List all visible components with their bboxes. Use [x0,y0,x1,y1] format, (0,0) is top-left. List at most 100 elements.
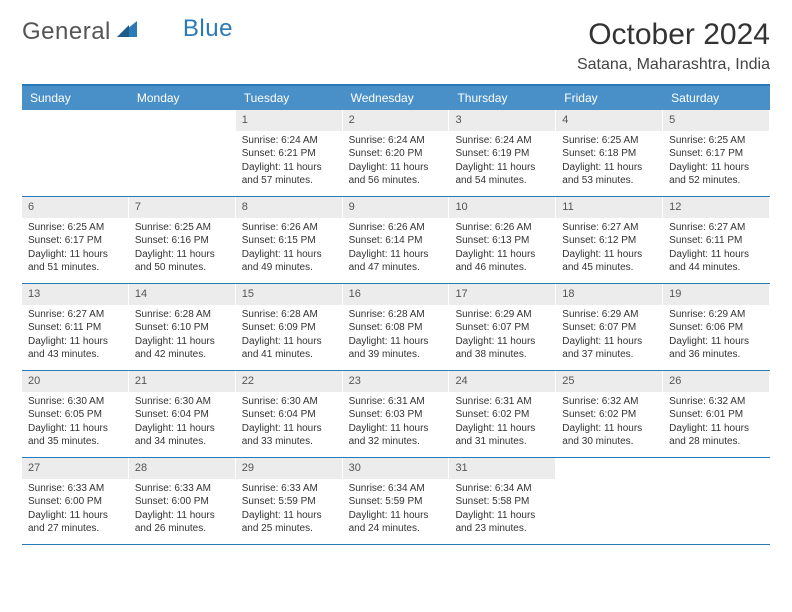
day-number: 23 [343,371,449,392]
sunrise-text: Sunrise: 6:27 AM [562,221,656,235]
daylight-text: Daylight: 11 hours and 43 minutes. [28,335,122,362]
calendar-cell: 23Sunrise: 6:31 AMSunset: 6:03 PMDayligh… [343,371,450,457]
daylight-text: Daylight: 11 hours and 51 minutes. [28,248,122,275]
day-number: 26 [663,371,769,392]
sunset-text: Sunset: 6:08 PM [349,321,443,335]
sunset-text: Sunset: 6:15 PM [242,234,336,248]
calendar-week-row: 1Sunrise: 6:24 AMSunset: 6:21 PMDaylight… [22,110,770,197]
calendar-cell: 31Sunrise: 6:34 AMSunset: 5:58 PMDayligh… [449,458,556,544]
sunrise-text: Sunrise: 6:30 AM [242,395,336,409]
logo: General Blue [22,18,233,46]
daylight-text: Daylight: 11 hours and 33 minutes. [242,422,336,449]
daylight-text: Daylight: 11 hours and 26 minutes. [135,509,229,536]
day-detail-text: Sunrise: 6:25 AMSunset: 6:18 PMDaylight:… [556,131,662,194]
calendar-cell: 22Sunrise: 6:30 AMSunset: 6:04 PMDayligh… [236,371,343,457]
calendar-cell: 30Sunrise: 6:34 AMSunset: 5:59 PMDayligh… [343,458,450,544]
day-detail-text: Sunrise: 6:33 AMSunset: 6:00 PMDaylight:… [129,479,235,542]
daylight-text: Daylight: 11 hours and 32 minutes. [349,422,443,449]
daylight-text: Daylight: 11 hours and 30 minutes. [562,422,656,449]
day-number: 7 [129,197,235,218]
calendar-cell: 19Sunrise: 6:29 AMSunset: 6:06 PMDayligh… [663,284,770,370]
weekday-header: Wednesday [343,86,450,110]
day-number: 14 [129,284,235,305]
day-number: 30 [343,458,449,479]
calendar-cell: 26Sunrise: 6:32 AMSunset: 6:01 PMDayligh… [663,371,770,457]
day-number: 15 [236,284,342,305]
sunset-text: Sunset: 5:59 PM [349,495,443,509]
day-number: 25 [556,371,662,392]
weekday-header-row: Sunday Monday Tuesday Wednesday Thursday… [22,86,770,110]
calendar-cell: 21Sunrise: 6:30 AMSunset: 6:04 PMDayligh… [129,371,236,457]
calendar-cell: 12Sunrise: 6:27 AMSunset: 6:11 PMDayligh… [663,197,770,283]
daylight-text: Daylight: 11 hours and 56 minutes. [349,161,443,188]
day-detail-text: Sunrise: 6:30 AMSunset: 6:05 PMDaylight:… [22,392,128,455]
day-detail-text: Sunrise: 6:24 AMSunset: 6:20 PMDaylight:… [343,131,449,194]
calendar-cell: 27Sunrise: 6:33 AMSunset: 6:00 PMDayligh… [22,458,129,544]
sunset-text: Sunset: 6:02 PM [562,408,656,422]
daylight-text: Daylight: 11 hours and 54 minutes. [455,161,549,188]
daylight-text: Daylight: 11 hours and 27 minutes. [28,509,122,536]
calendar-cell: 5Sunrise: 6:25 AMSunset: 6:17 PMDaylight… [663,110,770,196]
sunrise-text: Sunrise: 6:34 AM [349,482,443,496]
sunrise-text: Sunrise: 6:32 AM [562,395,656,409]
calendar-cell: 2Sunrise: 6:24 AMSunset: 6:20 PMDaylight… [343,110,450,196]
daylight-text: Daylight: 11 hours and 37 minutes. [562,335,656,362]
calendar-cell [663,458,770,544]
day-detail-text: Sunrise: 6:27 AMSunset: 6:11 PMDaylight:… [22,305,128,368]
calendar-cell: 11Sunrise: 6:27 AMSunset: 6:12 PMDayligh… [556,197,663,283]
day-number: 8 [236,197,342,218]
calendar-cell: 15Sunrise: 6:28 AMSunset: 6:09 PMDayligh… [236,284,343,370]
sunset-text: Sunset: 6:17 PM [669,147,763,161]
sunrise-text: Sunrise: 6:33 AM [28,482,122,496]
sunrise-text: Sunrise: 6:27 AM [28,308,122,322]
sunrise-text: Sunrise: 6:29 AM [669,308,763,322]
sunset-text: Sunset: 6:04 PM [242,408,336,422]
sunrise-text: Sunrise: 6:25 AM [669,134,763,148]
daylight-text: Daylight: 11 hours and 52 minutes. [669,161,763,188]
calendar-cell: 1Sunrise: 6:24 AMSunset: 6:21 PMDaylight… [236,110,343,196]
calendar-week-row: 13Sunrise: 6:27 AMSunset: 6:11 PMDayligh… [22,284,770,371]
sail-icon [115,18,139,46]
day-number: 1 [236,110,342,131]
sunrise-text: Sunrise: 6:28 AM [135,308,229,322]
day-detail-text: Sunrise: 6:33 AMSunset: 6:00 PMDaylight:… [22,479,128,542]
daylight-text: Daylight: 11 hours and 41 minutes. [242,335,336,362]
daylight-text: Daylight: 11 hours and 53 minutes. [562,161,656,188]
day-detail-text: Sunrise: 6:30 AMSunset: 6:04 PMDaylight:… [236,392,342,455]
calendar-cell: 6Sunrise: 6:25 AMSunset: 6:17 PMDaylight… [22,197,129,283]
calendar-cell: 25 Sunrise: 6:32 AMSunset: 6:02 PMDayligh… [556,371,663,457]
day-detail-text: Sunrise: 6:24 AMSunset: 6:21 PMDaylight:… [236,131,342,194]
day-number: 10 [449,197,555,218]
calendar-cell: 4Sunrise: 6:25 AMSunset: 6:18 PMDaylight… [556,110,663,196]
sunrise-text: Sunrise: 6:30 AM [28,395,122,409]
sunrise-text: Sunrise: 6:33 AM [135,482,229,496]
sunset-text: Sunset: 6:12 PM [562,234,656,248]
sunrise-text: Sunrise: 6:24 AM [242,134,336,148]
daylight-text: Daylight: 11 hours and 36 minutes. [669,335,763,362]
sunset-text: Sunset: 6:04 PM [135,408,229,422]
day-detail-text: Sunrise: 6:25 AMSunset: 6:17 PMDaylight:… [22,218,128,281]
sunset-text: Sunset: 6:13 PM [455,234,549,248]
daylight-text: Daylight: 11 hours and 28 minutes. [669,422,763,449]
calendar-week-row: 27Sunrise: 6:33 AMSunset: 6:00 PMDayligh… [22,458,770,545]
calendar-week-row: 6Sunrise: 6:25 AMSunset: 6:17 PMDaylight… [22,197,770,284]
day-detail-text: Sunrise: 6:29 AMSunset: 6:06 PMDaylight:… [663,305,769,368]
calendar-cell: 28Sunrise: 6:33 AMSunset: 6:00 PMDayligh… [129,458,236,544]
day-detail-text: Sunrise: 6:34 AMSunset: 5:59 PMDaylight:… [343,479,449,542]
sunrise-text: Sunrise: 6:25 AM [135,221,229,235]
day-number: 11 [556,197,662,218]
daylight-text: Daylight: 11 hours and 31 minutes. [455,422,549,449]
sunset-text: Sunset: 6:20 PM [349,147,443,161]
weekday-header: Saturday [663,86,770,110]
calendar-cell: 13Sunrise: 6:27 AMSunset: 6:11 PMDayligh… [22,284,129,370]
sunset-text: Sunset: 6:17 PM [28,234,122,248]
sunrise-text: Sunrise: 6:33 AM [242,482,336,496]
header: General Blue October 2024 Satana, Mahara… [22,18,770,74]
sunset-text: Sunset: 6:09 PM [242,321,336,335]
sunrise-text: Sunrise: 6:27 AM [669,221,763,235]
day-detail-text: Sunrise: 6:29 AMSunset: 6:07 PMDaylight:… [449,305,555,368]
day-detail-text: Sunrise: 6:33 AMSunset: 5:59 PMDaylight:… [236,479,342,542]
calendar-week-row: 20Sunrise: 6:30 AMSunset: 6:05 PMDayligh… [22,371,770,458]
day-detail-text: Sunrise: 6:28 AMSunset: 6:08 PMDaylight:… [343,305,449,368]
day-number: 13 [22,284,128,305]
